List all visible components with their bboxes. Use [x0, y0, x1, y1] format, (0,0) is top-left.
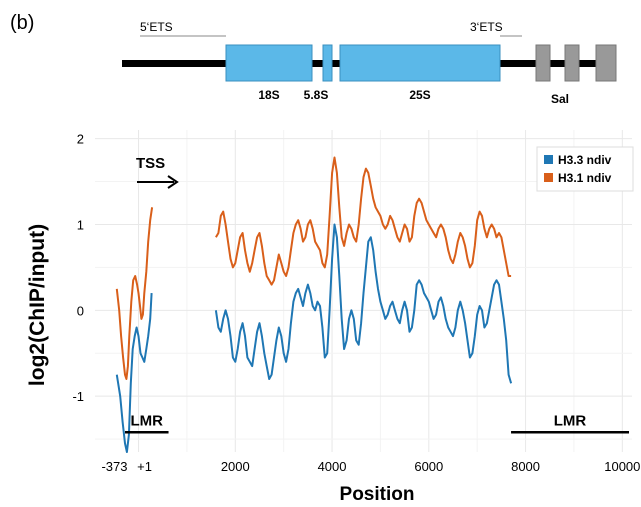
lmr-label-1: LMR [131, 412, 164, 429]
legend: H3.3 ndiv H3.1 ndiv [536, 146, 634, 192]
y-tick-labels: -1 0 1 2 [72, 132, 84, 405]
gene-map: 5‘ETS 3‘ETS 18S 5.8S 25S Sal [122, 20, 617, 106]
x-tick-label: 6000 [414, 459, 443, 474]
legend-swatch-h3-1 [544, 173, 553, 182]
label-25s: 25S [409, 88, 430, 102]
series-line-h3-3-segment-2 [214, 223, 513, 384]
x-tick-label: 10000 [604, 459, 640, 474]
x-tick-label: 4000 [318, 459, 347, 474]
legend-label-h3-3: H3.3 ndiv [558, 153, 612, 167]
panel-label: (b) [10, 12, 34, 34]
box-18s [225, 44, 313, 82]
y-tick-label: -1 [72, 389, 84, 404]
label-18s: 18S [258, 88, 279, 102]
x-axis-label: Position [340, 484, 415, 505]
x-tick-label: 2000 [221, 459, 250, 474]
sal-box-1 [535, 44, 551, 82]
y-tick-label: 0 [77, 303, 84, 318]
legend-frame [536, 146, 634, 192]
x-tick-label: +1 [137, 459, 152, 474]
box-25s [339, 44, 501, 82]
series-line-h3-1-segment-1 [115, 207, 154, 380]
y-axis-label: log2(ChIP/input) [26, 224, 49, 386]
x-tick-labels: -373 +1 2000 4000 6000 8000 10000 [101, 459, 640, 474]
tss-arrow-head [167, 175, 179, 189]
tss-label: TSS [136, 155, 165, 172]
ets3-label: 3‘ETS [470, 20, 503, 34]
sal-box-2 [564, 44, 580, 82]
sal-box-3 [595, 44, 617, 82]
y-tick-label: 2 [77, 132, 84, 147]
label-sal: Sal [551, 92, 569, 106]
lmr-label-2: LMR [554, 412, 587, 429]
x-tick-label: 8000 [511, 459, 540, 474]
label-5-8s: 5.8S [304, 88, 329, 102]
series-line-h3-1-segment-2 [215, 156, 512, 286]
ets5-label: 5‘ETS [140, 20, 173, 34]
y-tick-label: 1 [77, 217, 84, 232]
series-lines [115, 156, 513, 453]
x-tick-label: -373 [101, 459, 127, 474]
legend-swatch-h3-3 [544, 155, 553, 164]
lmr-annotations: LMR LMR [124, 412, 629, 434]
box-5-8s [322, 44, 333, 82]
series-line-h3-3-segment-1 [115, 293, 153, 453]
legend-label-h3-1: H3.1 ndiv [558, 171, 612, 185]
